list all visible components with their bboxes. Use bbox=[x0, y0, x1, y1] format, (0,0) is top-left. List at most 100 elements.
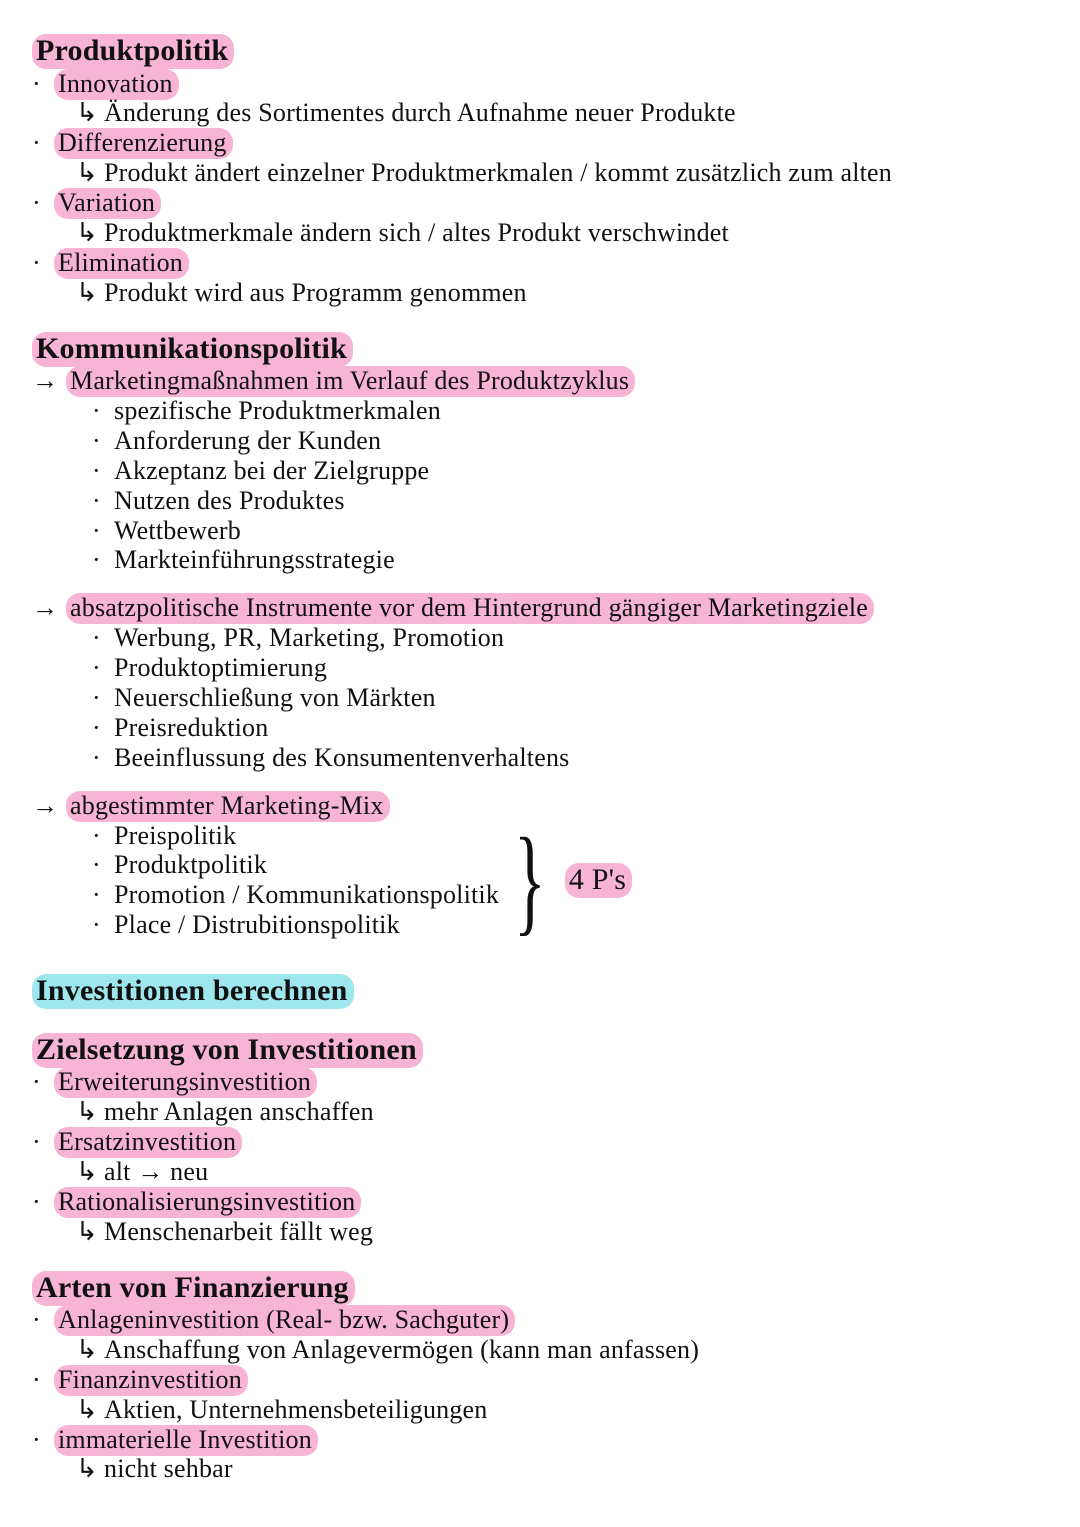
bullet-icon: · bbox=[92, 683, 114, 713]
list-item: ·Werbung, PR, Marketing, Promotion bbox=[92, 623, 1048, 653]
sub-detail: ↳ Produkt ändert einzelner Produktmerkma… bbox=[76, 158, 1048, 188]
detail: Änderung des Sortimentes durch Aufnahme … bbox=[104, 98, 736, 128]
detail: Anschaffung von Anlagevermögen (kann man… bbox=[104, 1335, 699, 1365]
sub-list: ·Werbung, PR, Marketing, Promotion ·Prod… bbox=[92, 623, 1048, 772]
sub-detail: ↳ Produktmerkmale ändern sich / altes Pr… bbox=[76, 218, 1048, 248]
hook-icon: ↳ bbox=[76, 1395, 104, 1425]
four-ps-label: 4 P's bbox=[565, 863, 632, 898]
subheading: Marketingmaßnahmen im Verlauf des Produk… bbox=[66, 366, 635, 397]
hook-icon: ↳ bbox=[76, 278, 104, 308]
detail: Produkt wird aus Programm genommen bbox=[104, 278, 527, 308]
bullet-icon: · bbox=[92, 396, 114, 426]
bullet-icon: · bbox=[92, 850, 114, 880]
list-item: ·Beeinflussung des Konsumentenverhaltens bbox=[92, 743, 1048, 773]
list-item: ·Wettbewerb bbox=[92, 516, 1048, 546]
bullet-icon: · bbox=[92, 713, 114, 743]
bullet-icon: · bbox=[32, 128, 54, 158]
curly-brace-icon: } bbox=[514, 826, 546, 934]
bullet-icon: · bbox=[32, 188, 54, 218]
term: Anlageninvestition (Real- bzw. Sachguter… bbox=[54, 1305, 515, 1336]
heading-text: Arten von Finanzierung bbox=[32, 1271, 355, 1306]
bullet-icon: · bbox=[92, 545, 114, 575]
heading-text: Investitionen berechnen bbox=[32, 974, 354, 1009]
hook-icon: ↳ bbox=[76, 1097, 104, 1127]
heading-finanzierung: Arten von Finanzierung bbox=[32, 1271, 1048, 1306]
term: Rationalisierungsinvestition bbox=[54, 1187, 361, 1218]
sub-detail: ↳ Anschaffung von Anlagevermögen (kann m… bbox=[76, 1335, 1048, 1365]
hook-icon: ↳ bbox=[76, 98, 104, 128]
item-text: Promotion / Kommunikationspolitik bbox=[114, 880, 499, 910]
list-item: ·spezifische Produktmerkmalen bbox=[92, 396, 1048, 426]
detail: Produkt ändert einzelner Produktmerkmale… bbox=[104, 158, 892, 188]
bullet-icon: · bbox=[92, 486, 114, 516]
section-zielsetzung: Zielsetzung von Investitionen · Erweiter… bbox=[32, 1033, 1048, 1247]
bullet-icon: · bbox=[32, 1127, 54, 1157]
bullet-icon: · bbox=[32, 69, 54, 99]
item-text: Preisreduktion bbox=[114, 713, 268, 743]
section-produktpolitik: Produktpolitik · Innovation ↳ Änderung d… bbox=[32, 34, 1048, 308]
four-ps-block: ·Preispolitik ·Produktpolitik ·Promotion… bbox=[32, 821, 1048, 941]
list-item: ·Neuerschließung von Märkten bbox=[92, 683, 1048, 713]
arrow-heading: → absatzpolitische Instrumente vor dem H… bbox=[32, 593, 1048, 623]
item-text: Markteinführungsstrategie bbox=[114, 545, 395, 575]
item-text: Nutzen des Produktes bbox=[114, 486, 345, 516]
term: Ersatzinvestition bbox=[54, 1127, 242, 1158]
bullet-icon: · bbox=[92, 623, 114, 653]
heading-produktpolitik: Produktpolitik bbox=[32, 34, 1048, 69]
detail: mehr Anlagen anschaffen bbox=[104, 1097, 374, 1127]
bullet-icon: · bbox=[32, 1305, 54, 1335]
term: Innovation bbox=[54, 69, 179, 100]
term: Finanzinvestition bbox=[54, 1365, 248, 1396]
term: Erweiterungsinvestition bbox=[54, 1067, 317, 1098]
bullet-icon: · bbox=[32, 1425, 54, 1455]
heading-investitionen: Investitionen berechnen bbox=[32, 974, 1048, 1009]
section-finanzierung: Arten von Finanzierung · Anlageninvestit… bbox=[32, 1271, 1048, 1485]
bullet-term: · immaterielle Investition bbox=[32, 1425, 1048, 1455]
bullet-icon: · bbox=[92, 910, 114, 940]
term: Elimination bbox=[54, 248, 189, 279]
sub-detail: ↳ mehr Anlagen anschaffen bbox=[76, 1097, 1048, 1127]
arrow-heading: → Marketingmaßnahmen im Verlauf des Prod… bbox=[32, 366, 1048, 396]
item-text: spezifische Produktmerkmalen bbox=[114, 396, 441, 426]
list-item: ·Markteinführungsstrategie bbox=[92, 545, 1048, 575]
bullet-icon: · bbox=[32, 1365, 54, 1395]
bullet-term: · Finanzinvestition bbox=[32, 1365, 1048, 1395]
sub-detail: ↳ Produkt wird aus Programm genommen bbox=[76, 278, 1048, 308]
bullet-icon: · bbox=[92, 653, 114, 683]
bullet-icon: · bbox=[92, 821, 114, 851]
bullet-term: · Erweiterungsinvestition bbox=[32, 1067, 1048, 1097]
bullet-icon: · bbox=[32, 1187, 54, 1217]
item-text: Akzeptanz bei der Zielgruppe bbox=[114, 456, 429, 486]
term: Variation bbox=[54, 188, 161, 219]
list-item: ·Nutzen des Produktes bbox=[92, 486, 1048, 516]
heading-text: Kommunikationspolitik bbox=[32, 332, 353, 367]
bullet-icon: · bbox=[92, 426, 114, 456]
detail: alt → neu bbox=[104, 1157, 208, 1187]
sub-detail: ↳ alt → neu bbox=[76, 1157, 1048, 1187]
subheading: abgestimmter Marketing-Mix bbox=[66, 791, 390, 822]
detail: Menschenarbeit fällt weg bbox=[104, 1217, 373, 1247]
list-item: ·Akzeptanz bei der Zielgruppe bbox=[92, 456, 1048, 486]
arrow-icon: → bbox=[32, 791, 66, 821]
item-text: Preispolitik bbox=[114, 821, 236, 851]
hook-icon: ↳ bbox=[76, 1157, 104, 1187]
heading-text: Zielsetzung von Investitionen bbox=[32, 1033, 423, 1068]
hook-icon: ↳ bbox=[76, 1217, 104, 1247]
section-kommunikationspolitik: Kommunikationspolitik → Marketingmaßnahm… bbox=[32, 332, 1048, 941]
bullet-term: · Elimination bbox=[32, 248, 1048, 278]
heading-zielsetzung: Zielsetzung von Investitionen bbox=[32, 1033, 1048, 1068]
sub-detail: ↳ nicht sehbar bbox=[76, 1454, 1048, 1484]
item-text: Produktoptimierung bbox=[114, 653, 327, 683]
item-text: Werbung, PR, Marketing, Promotion bbox=[114, 623, 504, 653]
list-item: ·Preisreduktion bbox=[92, 713, 1048, 743]
detail: nicht sehbar bbox=[104, 1454, 233, 1484]
section-investitionen: Investitionen berechnen bbox=[32, 974, 1048, 1009]
bullet-term: · Differenzierung bbox=[32, 128, 1048, 158]
bullet-icon: · bbox=[32, 248, 54, 278]
bullet-icon: · bbox=[92, 880, 114, 910]
hook-icon: ↳ bbox=[76, 1454, 104, 1484]
list-item: ·Promotion / Kommunikationspolitik bbox=[92, 880, 499, 910]
sub-detail: ↳ Aktien, Unternehmensbeteiligungen bbox=[76, 1395, 1048, 1425]
detail: Produktmerkmale ändern sich / altes Prod… bbox=[104, 218, 729, 248]
sub-detail: ↳ Änderung des Sortimentes durch Aufnahm… bbox=[76, 98, 1048, 128]
